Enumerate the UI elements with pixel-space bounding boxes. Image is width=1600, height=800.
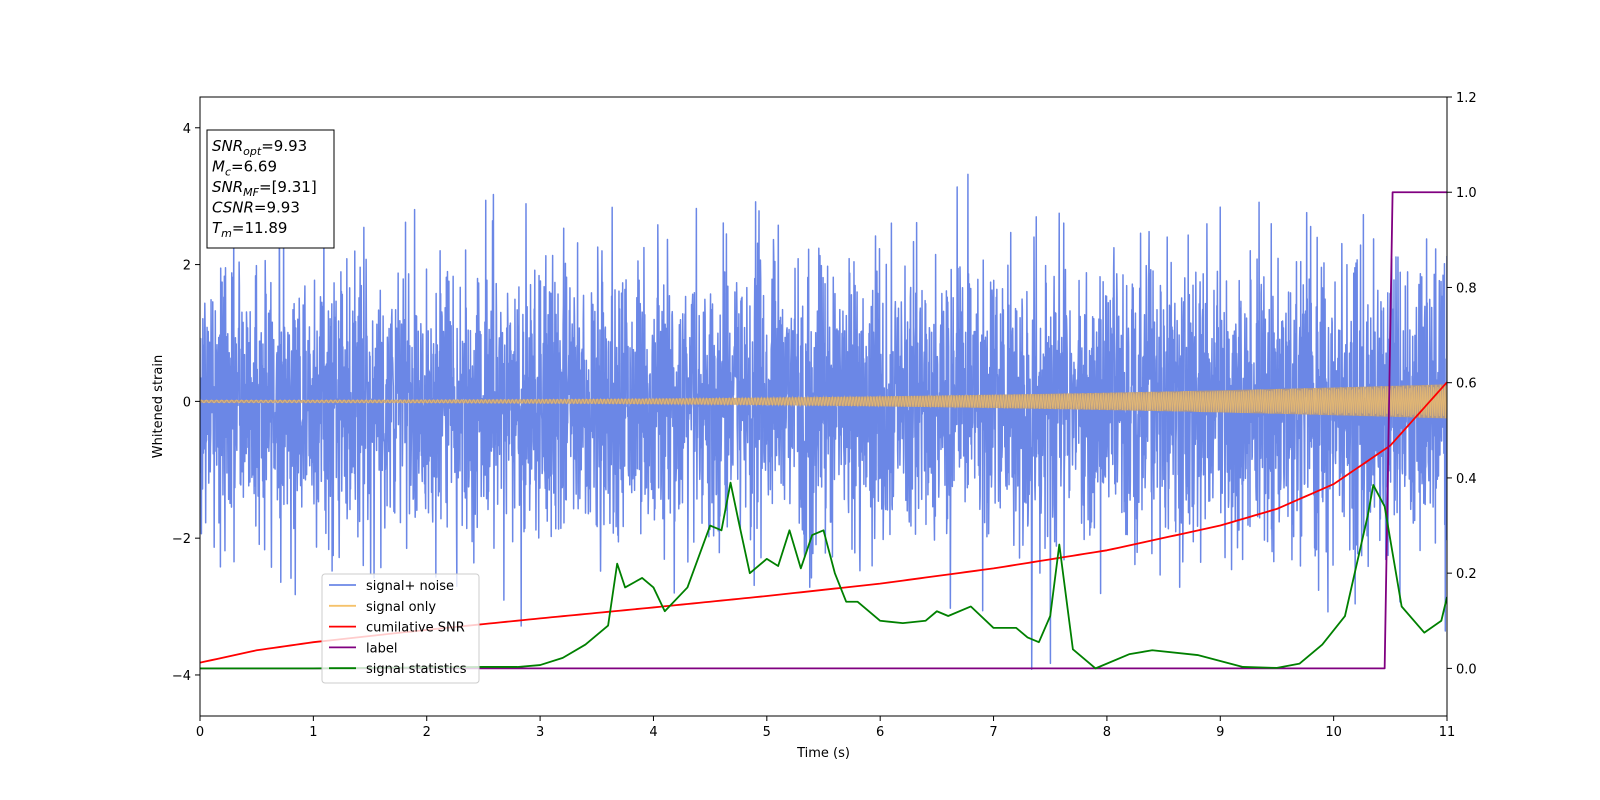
- y-left-tick-label: −4: [172, 669, 191, 684]
- y-left-tick-label: 2: [183, 259, 191, 274]
- y-right-tick-label: 1.0: [1456, 186, 1477, 201]
- x-tick-label: 8: [1103, 725, 1111, 740]
- y-left-tick-label: 0: [183, 395, 191, 410]
- series-label-line: [200, 191, 1447, 670]
- x-tick-label: 4: [649, 725, 657, 740]
- x-tick-label: 7: [989, 725, 997, 740]
- y-right-tick-label: 1.2: [1456, 91, 1477, 106]
- legend-entry-signal-only-label: signal only: [366, 600, 436, 615]
- y-right-tick-label: 0.0: [1456, 662, 1477, 677]
- series-signal-only-line: [200, 384, 1447, 419]
- plot-frame: [199, 96, 1448, 717]
- legend-entry-label-label: label: [366, 641, 397, 656]
- x-tick-label: 2: [423, 725, 431, 740]
- info-line: SNRopt=9.93: [212, 137, 307, 158]
- legend-frame: [321, 573, 480, 684]
- x-tick-label: 5: [763, 725, 771, 740]
- info-line: CSNR=9.93: [212, 199, 300, 217]
- y-right-tick-label: 0.4: [1456, 472, 1477, 487]
- y-axis-label: Whitened strain: [151, 355, 166, 458]
- y-right-tick-label: 0.2: [1456, 567, 1477, 582]
- x-tick-label: 0: [196, 725, 204, 740]
- axes: 0 1 2 3 4 5 6 7 8 9 10 11 −4 −2 0 2 4 0.0 0.2 0.4 0.6 0.8 1.0 1…: [172, 91, 1477, 740]
- legend-entry-cumulative-snr-label: cumilative SNR: [366, 621, 465, 636]
- info-line: Tm=11.89: [212, 219, 287, 240]
- series-signal-noise-line: [200, 173, 1447, 671]
- x-tick-label: 3: [536, 725, 544, 740]
- y-right-tick-label: 0.8: [1456, 281, 1477, 296]
- info-line: Mc=6.69: [212, 158, 277, 179]
- y-left-tick-label: 4: [183, 122, 191, 137]
- x-axis-label: Time (s): [796, 746, 850, 761]
- x-tick-label: 11: [1439, 725, 1456, 740]
- x-tick-label: 9: [1216, 725, 1224, 740]
- x-tick-label: 6: [876, 725, 884, 740]
- series-signal-statistics-line: [200, 481, 1447, 670]
- legend: signal+ noise signal only cumilative SNR la…: [321, 573, 480, 684]
- x-tick-label: 1: [309, 725, 317, 740]
- info-line: SNRMF=[9.31]: [212, 178, 317, 199]
- y-right-tick-label: 0.6: [1456, 377, 1477, 392]
- legend-entry-signal-statistics-label: signal statistics: [366, 662, 467, 677]
- x-tick-label: 10: [1325, 725, 1342, 740]
- legend-entry-signal-noise-label: signal+ noise: [366, 579, 454, 594]
- y-left-tick-label: −2: [172, 532, 191, 547]
- info-box-frame: [206, 129, 335, 249]
